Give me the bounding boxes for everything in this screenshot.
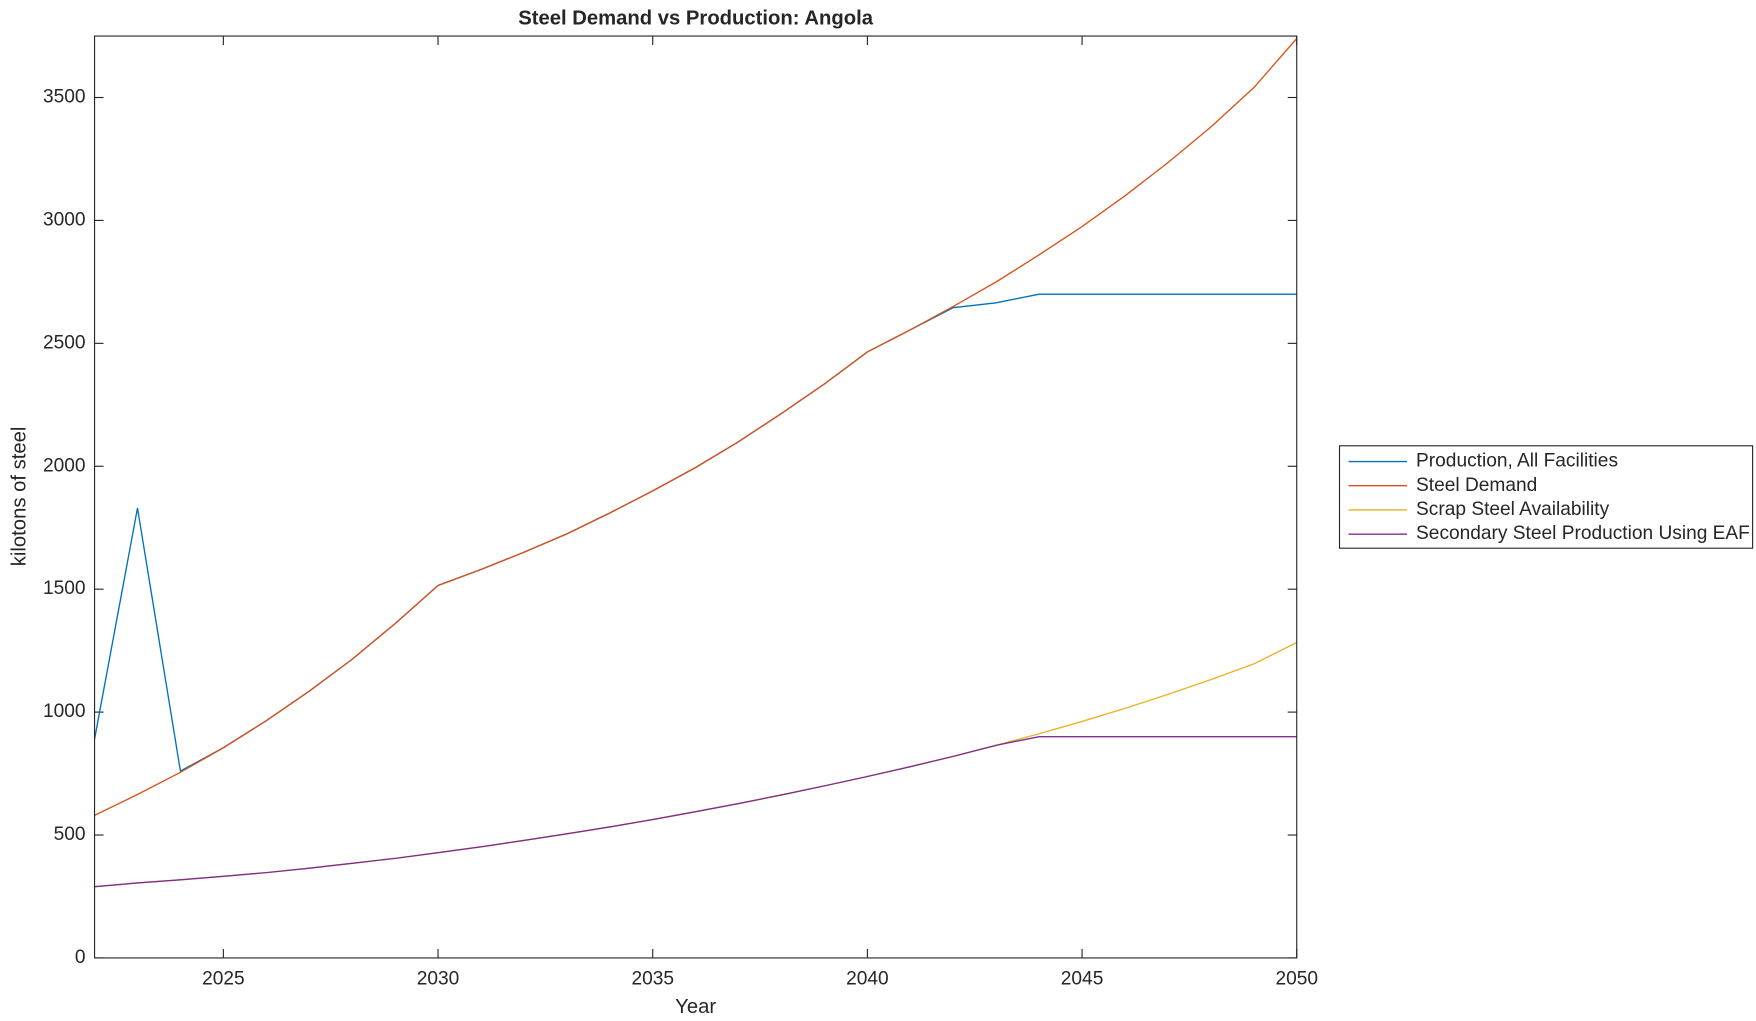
plot-area — [94, 36, 1297, 958]
legend: Production, All Facilities Steel Demand Sc… — [1338, 445, 1754, 549]
chart-title: Steel Demand vs Production: Angola — [518, 8, 874, 30]
y-tick-label: 0 — [75, 947, 86, 968]
series-line — [94, 736, 1297, 888]
y-tick-label: 1500 — [43, 578, 86, 599]
x-tick-label: 2025 — [202, 968, 245, 989]
legend-label: Secondary Steel Production Using EAF — [1416, 523, 1750, 544]
x-tick-label: 2040 — [846, 968, 889, 989]
series-line — [94, 38, 1298, 816]
y-tick-label: 3500 — [43, 87, 86, 108]
y-tick-label: 1000 — [43, 701, 86, 722]
legend-label: Production, All Facilities — [1416, 451, 1618, 472]
y-tick-label: 2500 — [43, 332, 86, 353]
x-axis-label: Year — [675, 996, 716, 1018]
y-tick-label: 2000 — [43, 455, 86, 476]
x-tick-label: 2050 — [1275, 968, 1318, 989]
legend-box — [1338, 445, 1754, 549]
x-tick-label: 2035 — [631, 968, 674, 989]
x-tick-label: 2030 — [417, 968, 460, 989]
legend-label: Scrap Steel Availability — [1416, 499, 1610, 520]
x-tick-label: 2045 — [1061, 968, 1104, 989]
y-axis-label: kilotons of steel — [9, 427, 31, 567]
y-tick-label: 3000 — [43, 209, 86, 230]
legend-label: Steel Demand — [1416, 475, 1537, 496]
y-tick-label: 500 — [54, 824, 86, 845]
plot-frame — [93, 35, 1298, 959]
